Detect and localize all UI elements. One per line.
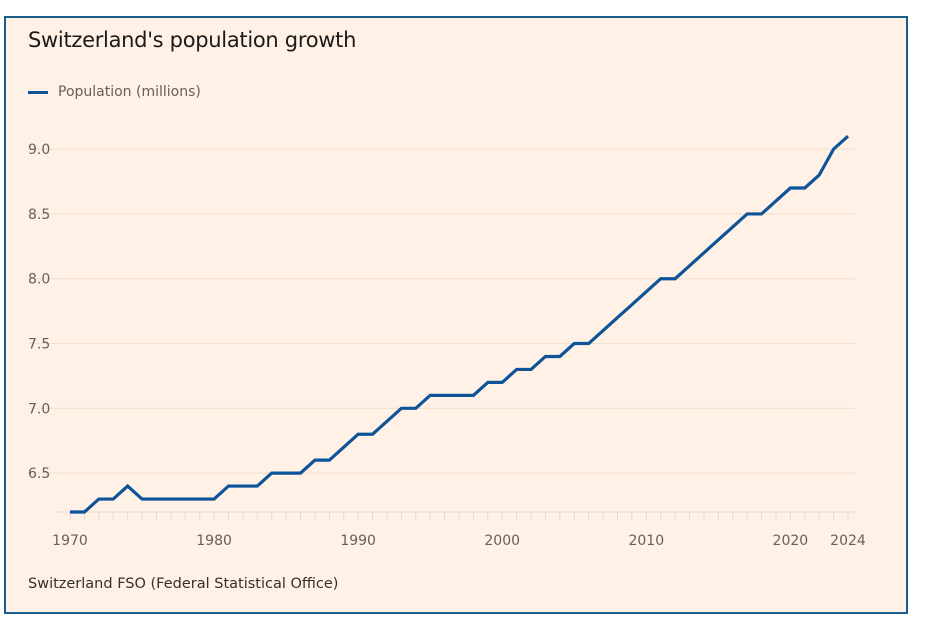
- legend-swatch: [28, 90, 48, 94]
- y-tick-label: 8.5: [28, 207, 50, 223]
- y-tick-label: 7.5: [28, 337, 50, 353]
- x-tick-label: 1990: [340, 533, 376, 549]
- source-note: Switzerland FSO (Federal Statistical Off…: [28, 576, 339, 592]
- series-line-population: [70, 134, 850, 514]
- legend-label: Population (millions): [58, 84, 201, 100]
- chart-title: Switzerland's population growth: [28, 28, 357, 52]
- x-tick-label: 2020: [773, 533, 809, 549]
- x-tick-label: 1980: [196, 533, 232, 549]
- y-tick-label: 6.5: [28, 466, 50, 482]
- x-tick-label: 2024: [830, 533, 866, 549]
- y-tick-label: 8.0: [28, 272, 50, 288]
- y-tick-label: 9.0: [28, 142, 50, 158]
- x-tick-label: 2010: [628, 533, 664, 549]
- x-tick-label: 2000: [484, 533, 520, 549]
- chart-frame: Switzerland's population growth Populati…: [4, 16, 908, 614]
- y-tick-label: 7.0: [28, 401, 50, 417]
- x-tick-label: 1970: [52, 533, 88, 549]
- legend: Population (millions): [28, 84, 201, 100]
